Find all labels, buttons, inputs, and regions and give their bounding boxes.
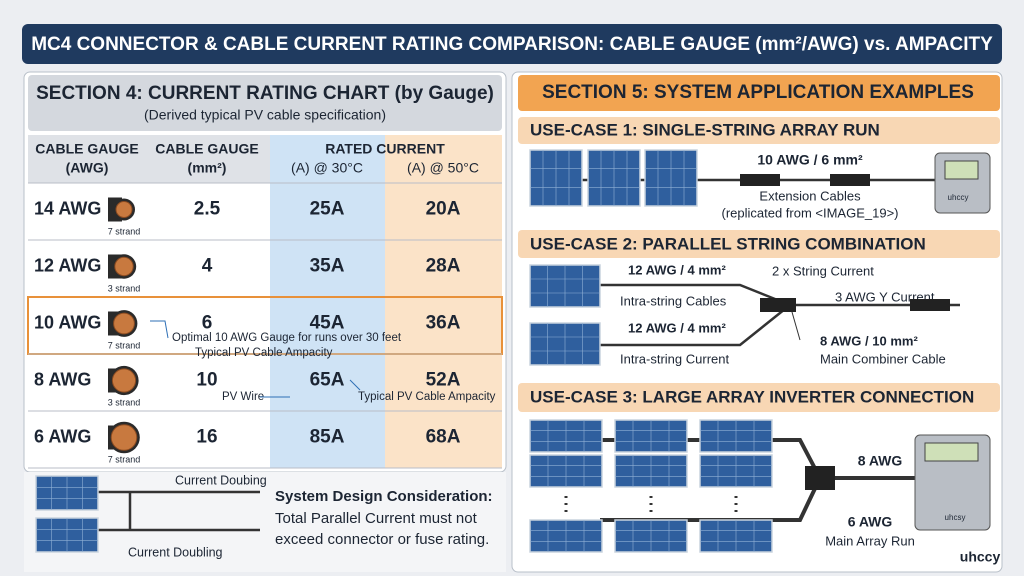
logo: uhccy xyxy=(960,549,1001,565)
combiner xyxy=(805,466,835,490)
cable-icon xyxy=(113,312,135,335)
rating-50c: 36A xyxy=(426,313,461,334)
strand-cell: 7 strand xyxy=(108,454,141,464)
rating-50c: 28A xyxy=(426,256,461,277)
column-header: (mm²) xyxy=(188,160,227,176)
inverter-display xyxy=(924,442,979,462)
cable-label: 8 AWG / 10 mm² xyxy=(820,333,918,348)
annotation-leaders xyxy=(150,320,361,398)
rating-30c: 65A xyxy=(310,370,345,391)
rating-50c: 20A xyxy=(426,199,461,220)
annotation: Optimal 10 AWG Gauge for runs over 30 fe… xyxy=(172,332,402,344)
strand-cell: 7 strand xyxy=(108,340,141,350)
rating-table: CABLE GAUGE (AWG) CABLE GAUGE (mm²) RATED CU… xyxy=(27,135,503,469)
cable-label: 8 AWG xyxy=(858,453,903,469)
column-header: (AWG) xyxy=(66,160,109,176)
usecase-title: USE-CASE 1: SINGLE-STRING ARRAY RUN xyxy=(530,120,880,139)
cable-label: 12 AWG / 4 mm² xyxy=(628,320,726,335)
mm2-cell: 4 xyxy=(202,256,213,277)
awg-cell: 8 AWG xyxy=(34,369,91,389)
usecase-header xyxy=(518,117,1000,144)
usecase-header xyxy=(518,383,1000,412)
section5-header xyxy=(518,75,1000,111)
section5-title: SECTION 5: SYSTEM APPLICATION EXAMPLES xyxy=(542,82,974,103)
mm2-cell: 6 xyxy=(202,313,213,334)
awg-cell: 14 AWG xyxy=(34,198,101,218)
awg-cell: 6 AWG xyxy=(34,426,91,446)
note-title: System Design Consideration: xyxy=(275,488,493,505)
cable-icon xyxy=(110,424,138,451)
device-brand: uhccy xyxy=(948,193,969,202)
diagram-label: Current Doubing xyxy=(175,473,267,487)
rating-30c: 25A xyxy=(310,199,345,220)
cable-label: 6 AWG xyxy=(848,514,893,530)
rating-30c: 45A xyxy=(310,313,345,334)
cable-label: 2 x String Current xyxy=(772,263,874,278)
page-title: MC4 CONNECTOR & CABLE CURRENT RATING COM… xyxy=(31,34,993,55)
section4-header xyxy=(28,75,502,131)
note-line: Total Parallel Current must not xyxy=(275,510,478,527)
connector xyxy=(740,174,780,186)
column-header: (A) @ 50°C xyxy=(407,160,479,176)
cable xyxy=(600,283,960,347)
inverter-display xyxy=(944,160,979,180)
annotation: PV Wire xyxy=(222,391,264,403)
cable-label: 10 AWG / 6 mm² xyxy=(757,152,863,168)
awg-cell: 10 AWG xyxy=(34,312,101,332)
cable-label: 12 AWG / 4 mm² xyxy=(628,262,726,277)
mm2-cell: 16 xyxy=(196,427,217,448)
annotation: Typical PV Cable Ampacity xyxy=(195,347,333,359)
cable-label: Intra-string Cables xyxy=(620,293,727,308)
connector xyxy=(830,174,870,186)
cable-label: (replicated from <IMAGE_19>) xyxy=(721,205,898,220)
cable-icon xyxy=(111,368,137,393)
usecase-title: USE-CASE 3: LARGE ARRAY INVERTER CONNECT… xyxy=(530,387,974,406)
section4-title: SECTION 4: CURRENT RATING CHART (by Gaug… xyxy=(36,83,494,104)
illustrations xyxy=(35,149,991,553)
connector xyxy=(910,299,950,311)
diagram-label: Current Doubling xyxy=(128,545,223,559)
col-50c xyxy=(385,135,502,468)
title-bar xyxy=(22,24,1002,64)
column-header: (A) @ 30°C xyxy=(291,160,363,176)
rating-50c: 52A xyxy=(426,370,461,391)
y-connector xyxy=(760,298,796,312)
awg-cell: 12 AWG xyxy=(34,255,101,275)
cable-label: Main Combiner Cable xyxy=(820,351,946,366)
column-header: CABLE GAUGE xyxy=(155,141,258,157)
column-header: CABLE GAUGE xyxy=(35,141,138,157)
column-header: RATED CURRENT xyxy=(325,141,445,157)
rating-30c: 35A xyxy=(310,256,345,277)
section4-subtitle: (Derived typical PV cable specification) xyxy=(144,107,386,123)
col-30c xyxy=(270,135,385,468)
cable-icon xyxy=(115,201,133,218)
cable-label: Main Array Run xyxy=(825,533,915,548)
usecase-header xyxy=(518,230,1000,258)
cable-label: Intra-string Current xyxy=(620,351,729,366)
cable-label: Extension Cables xyxy=(759,188,861,203)
mm2-cell: 10 xyxy=(196,370,217,391)
consideration-area xyxy=(24,472,506,572)
device-brand: uhcsy xyxy=(945,513,966,522)
strand-cell: 7 strand xyxy=(108,226,141,236)
usecase-title: USE-CASE 2: PARALLEL STRING COMBINATION xyxy=(530,234,926,253)
cable-label: 3 AWG Y Current xyxy=(835,289,935,304)
rating-50c: 68A xyxy=(426,427,461,448)
annotation: Typical PV Cable Ampacity xyxy=(358,391,496,403)
strand-cell: 3 strand xyxy=(108,397,141,407)
mm2-cell: 2.5 xyxy=(194,199,221,220)
cable xyxy=(95,490,260,532)
cable-icon xyxy=(114,256,134,277)
rating-30c: 85A xyxy=(310,427,345,448)
note-line: exceed connector or fuse rating. xyxy=(275,531,489,548)
strand-cell: 3 strand xyxy=(108,283,141,293)
